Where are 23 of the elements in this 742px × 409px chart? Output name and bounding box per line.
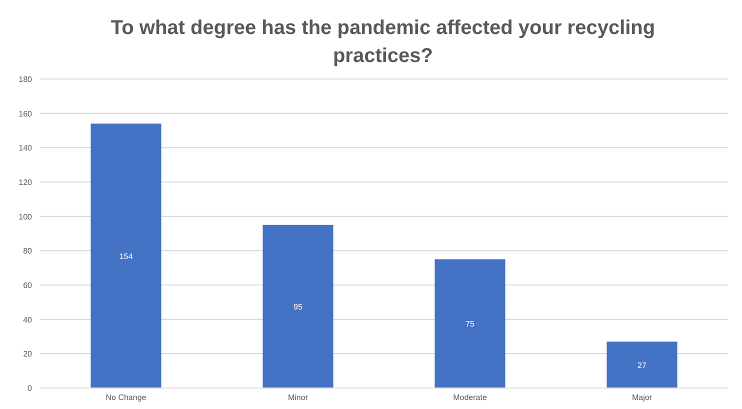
y-tick-label: 100 <box>18 212 33 222</box>
x-tick-label: Moderate <box>453 393 488 402</box>
bar <box>90 124 162 388</box>
y-tick-label: 40 <box>23 315 33 324</box>
data-label: 154 <box>119 252 134 261</box>
bar <box>606 342 678 388</box>
chart-title: To what degree has the pandemic affected your recycling practices? <box>110 17 656 67</box>
y-tick-label: 140 <box>18 144 33 153</box>
y-tick-label: 160 <box>18 109 33 118</box>
x-tick-label: Major <box>632 393 652 402</box>
data-label: 95 <box>294 302 303 312</box>
bar <box>434 259 506 388</box>
y-tick-label: 20 <box>23 350 33 359</box>
y-tick-label: 60 <box>23 281 33 290</box>
data-label: 27 <box>638 360 647 370</box>
y-tick-label: 180 <box>18 75 33 84</box>
y-tick-label: 120 <box>18 178 33 187</box>
bar <box>262 224 334 388</box>
y-tick-label: 80 <box>23 246 33 256</box>
x-tick-label: No Change <box>106 393 147 402</box>
y-tick-label: 0 <box>28 384 33 393</box>
x-tick-label: Minor <box>288 393 308 402</box>
data-label: 75 <box>466 320 475 329</box>
